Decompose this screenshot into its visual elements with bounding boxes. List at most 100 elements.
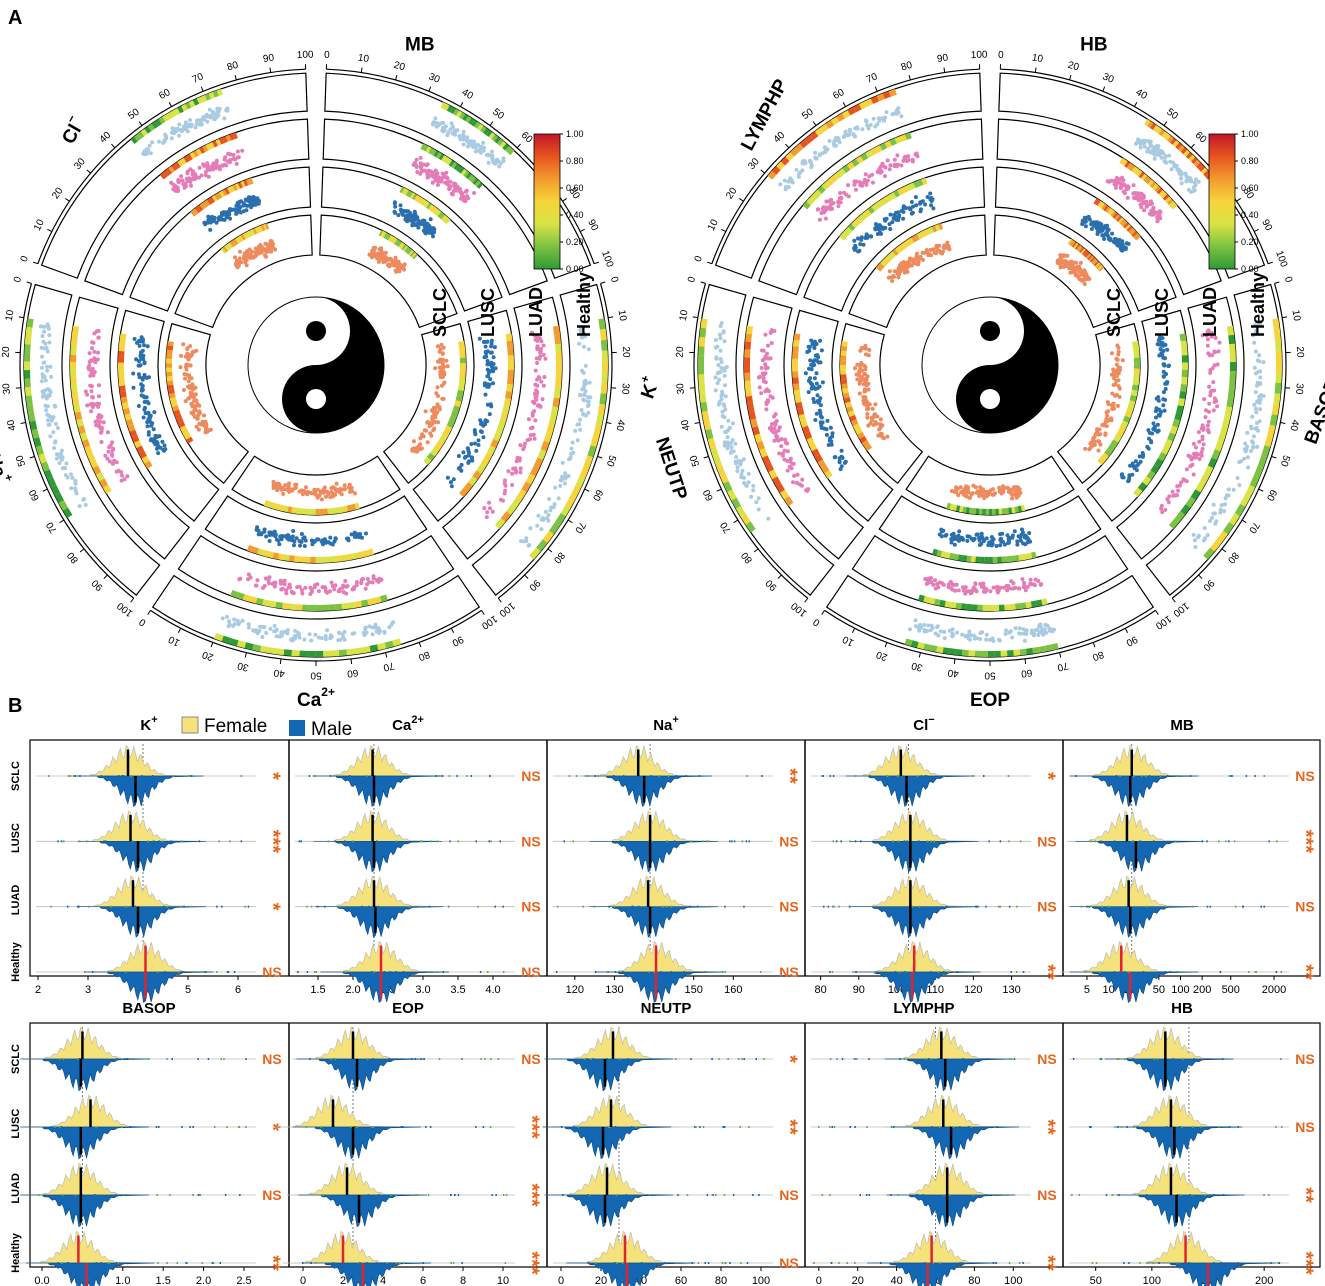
sector-name-sup: +: [637, 373, 653, 384]
heat-cell: [258, 225, 264, 232]
scatter-point: [473, 432, 478, 437]
axis-tick-label: 60: [519, 130, 535, 146]
heat-cell: [392, 638, 402, 647]
scatter-point: [197, 411, 202, 416]
scatter-point: [800, 477, 805, 482]
scatter-point: [558, 478, 563, 483]
scatter-point: [105, 456, 110, 461]
heat-cell: [1095, 199, 1101, 206]
scatter-point: [1202, 526, 1207, 530]
heat-cell: [727, 489, 737, 501]
scatter-point: [859, 362, 864, 367]
scatter-point: [942, 629, 947, 634]
scatter-point: [434, 391, 439, 396]
heat-cell: [936, 646, 944, 654]
scatter-point: [484, 515, 489, 520]
scatter-point: [1154, 415, 1158, 420]
scatter-point: [769, 425, 773, 430]
heat-cell: [92, 465, 102, 475]
scatter-point: [1253, 349, 1258, 354]
scatter-point: [489, 338, 494, 343]
scatter-point: [547, 497, 552, 502]
scatter-point: [800, 168, 805, 173]
axis-tick: [1124, 628, 1129, 633]
scatter-point: [940, 250, 945, 255]
heat-cell: [453, 108, 460, 116]
scatter-point: [196, 427, 201, 432]
scatter-point: [895, 153, 900, 158]
scatter-point: [85, 403, 90, 408]
scatter-point: [59, 457, 64, 462]
heat-cell: [780, 156, 790, 166]
scatter-point: [1047, 626, 1052, 631]
scatter-point: [232, 617, 237, 622]
scatter-point: [1112, 373, 1117, 378]
scatter-point: [1252, 365, 1257, 370]
scatter-point: [765, 356, 770, 361]
heat-cell: [579, 465, 590, 478]
scatter-point: [902, 155, 907, 160]
heat-cell: [1149, 181, 1157, 189]
heat-cell: [804, 135, 814, 144]
heat-cell: [966, 603, 973, 611]
scatter-point: [878, 224, 883, 229]
scatter-point: [442, 173, 447, 178]
scatter-point: [1017, 586, 1022, 591]
heat-cell: [1092, 259, 1099, 266]
heat-cell: [70, 354, 77, 363]
heat-cell: [1103, 205, 1109, 212]
scatter-point: [956, 533, 961, 538]
heat-cell: [433, 444, 442, 452]
colorbar-tick-label: 0.60: [566, 183, 584, 193]
scatter-point: [963, 591, 968, 596]
scatter-point: [819, 425, 824, 430]
scatter-point: [132, 337, 137, 341]
heat-cell: [897, 188, 904, 196]
scatter-point: [1072, 269, 1077, 274]
heat-cell: [1161, 445, 1170, 455]
scatter-point: [156, 451, 161, 456]
heat-cell: [444, 218, 451, 225]
track: [174, 214, 313, 329]
scatter-point: [154, 440, 159, 444]
scatter-point: [1193, 545, 1198, 549]
scatter-point: [823, 149, 828, 154]
heat-cell: [125, 418, 134, 427]
panel-frame: [29, 1022, 1321, 1268]
heat-cell: [360, 599, 369, 607]
scatter-point: [370, 580, 375, 585]
heat-cell: [1035, 599, 1043, 607]
scatter-point: [313, 632, 318, 637]
scatter-point: [140, 353, 144, 358]
scatter-point: [236, 260, 241, 265]
scatter-point: [882, 217, 887, 222]
heat-cell: [699, 327, 707, 338]
scatter-point: [274, 634, 279, 639]
scatter-point: [285, 487, 290, 492]
heat-cell: [77, 425, 86, 435]
scatter-point: [1137, 454, 1142, 459]
heat-cell: [1013, 649, 1021, 657]
heat-cell: [712, 455, 722, 467]
scatter-point: [1212, 400, 1217, 404]
heat-cell: [1116, 215, 1122, 222]
scatter-point: [138, 363, 143, 368]
heat-cell: [465, 115, 472, 123]
scatter-point: [969, 633, 974, 638]
scatter-point: [1254, 426, 1259, 430]
scatter-point: [1161, 390, 1166, 395]
heat-cell: [955, 505, 961, 512]
scatter-point: [1121, 178, 1126, 183]
scatter-point: [1208, 370, 1213, 375]
heat-cell: [1229, 343, 1236, 354]
heat-cell: [1030, 551, 1037, 559]
heat-cell: [463, 170, 470, 178]
axis-tick: [1155, 610, 1159, 615]
scatter-point: [1089, 227, 1094, 231]
scatter-point: [47, 413, 51, 418]
heat-cell: [1088, 255, 1095, 262]
axis-tick: [1280, 422, 1286, 424]
scatter-point: [287, 481, 291, 486]
scatter-point: [718, 370, 723, 375]
scatter-point: [1211, 511, 1216, 516]
